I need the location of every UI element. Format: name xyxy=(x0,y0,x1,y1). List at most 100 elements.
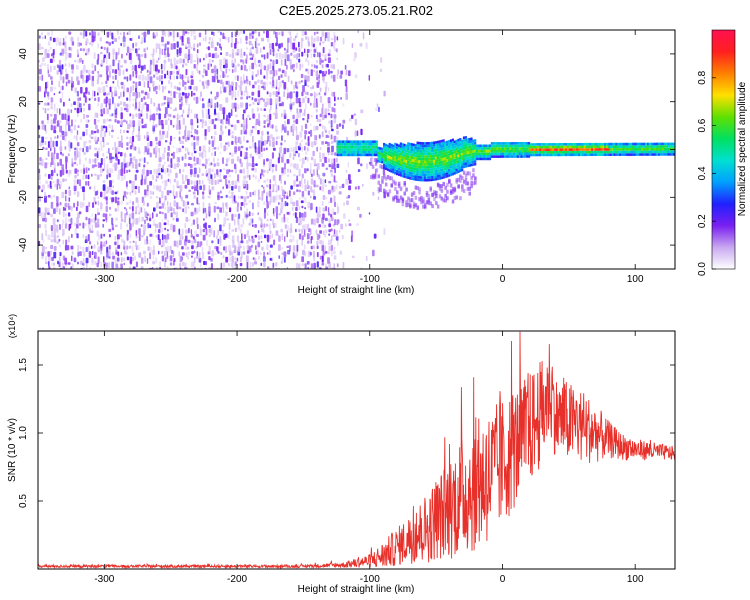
spectrogram-band-cell xyxy=(533,151,536,154)
spectrogram-cell xyxy=(327,201,331,204)
spectrogram-cell xyxy=(214,70,217,78)
spectrogram-cell xyxy=(155,90,158,95)
spectrogram-cell xyxy=(56,202,59,207)
spectrogram-cell xyxy=(205,228,208,236)
spectrogram-cell xyxy=(275,52,279,58)
spectrogram-cell xyxy=(178,81,181,86)
spectrogram-band-cell xyxy=(461,152,464,156)
spectrogram-band-cell xyxy=(399,147,402,151)
spectrogram-cell xyxy=(51,158,54,165)
spectrogram-cell xyxy=(263,174,265,177)
spectrogram-band-cell xyxy=(457,146,460,150)
spectrogram-cell xyxy=(207,79,210,86)
spectrogram-cell xyxy=(230,109,233,117)
spectrogram-cell xyxy=(182,208,184,213)
spectrogram-band-cell xyxy=(405,168,408,171)
spectrogram-cell xyxy=(182,79,185,87)
spectrogram-cell xyxy=(281,167,284,174)
spectrogram-cell xyxy=(309,48,312,53)
spectrogram-band-cell xyxy=(423,168,427,171)
spectrogram-cell xyxy=(158,250,160,255)
x-tick-label: -100 xyxy=(360,574,380,585)
spectrogram-cell xyxy=(286,230,288,238)
spectrogram-cell xyxy=(147,246,150,251)
spectrogram-band-cell xyxy=(518,155,521,158)
spectrogram-cell xyxy=(158,140,161,146)
spectrogram-cell xyxy=(103,54,106,59)
spectrogram-cell xyxy=(45,157,48,160)
spectrogram-cell xyxy=(231,102,235,109)
spectrogram-cell xyxy=(245,58,248,64)
spectrogram-cell xyxy=(56,173,58,177)
spectrogram-cell xyxy=(152,250,155,256)
spectrogram-cell xyxy=(61,64,64,70)
spectrogram-band-cell xyxy=(436,164,440,167)
spectrogram-band-cell xyxy=(477,152,480,155)
spectrogram-band-cell xyxy=(438,166,441,170)
spectrogram-cell xyxy=(360,128,363,136)
spectrogram-cell xyxy=(217,79,220,83)
spectrogram-cell xyxy=(201,81,205,86)
spectrogram-band-cell xyxy=(594,148,597,151)
spectrogram-band-cell xyxy=(461,168,464,172)
spectrogram-cell xyxy=(62,206,65,211)
spectrogram-band-cell xyxy=(422,178,425,182)
spectrogram-cell xyxy=(272,213,276,217)
spectrogram-band-cell xyxy=(602,150,605,154)
spectrogram-cell xyxy=(315,93,318,97)
spectrogram-band-cell xyxy=(418,162,421,166)
spectrogram-cell xyxy=(260,79,263,85)
spectrogram-band-cell xyxy=(542,143,545,146)
spectrogram-band-cell xyxy=(345,153,349,157)
spectrogram-cell xyxy=(281,186,283,192)
spectrogram-cell xyxy=(53,194,56,198)
spectrogram-cell xyxy=(120,234,122,238)
spectrogram-band-cell xyxy=(665,145,668,148)
spectrogram-cell xyxy=(115,156,119,161)
spectrogram-cell xyxy=(182,235,184,240)
spectrogram-band-cell xyxy=(596,150,599,154)
spectrogram-cell xyxy=(228,195,232,199)
spectrogram-cell xyxy=(214,102,216,110)
spectrogram-cell xyxy=(184,53,188,59)
spectrogram-cell xyxy=(193,86,197,91)
spectrogram-cell xyxy=(193,96,196,101)
spectrogram-cell xyxy=(242,251,246,255)
spectrogram-band-cell xyxy=(563,143,566,146)
spectrogram-cell xyxy=(263,139,266,146)
spectrogram-band-cell xyxy=(607,148,610,151)
spectrogram-cell xyxy=(120,65,123,68)
spectrogram-cell xyxy=(70,142,73,149)
spectrogram-cell xyxy=(202,228,205,233)
spectrogram-band-cell xyxy=(507,150,510,153)
spectrogram-cell xyxy=(348,174,351,181)
spectrogram-cell xyxy=(56,152,59,160)
spectrogram-cell xyxy=(182,30,186,36)
spectrogram-cell xyxy=(319,70,322,74)
spectrogram-band-cell xyxy=(576,148,579,151)
spectrogram-cell xyxy=(132,81,135,84)
spectrogram-cell xyxy=(59,108,61,115)
spectrogram-band-cell xyxy=(375,145,378,149)
spectrogram-cell xyxy=(172,217,175,221)
spectrogram-band-cell xyxy=(390,164,393,168)
spectrogram-cell xyxy=(173,200,176,207)
spectrogram-cell xyxy=(132,266,136,269)
spectrogram-band-cell xyxy=(557,150,560,154)
spectrogram-band-cell xyxy=(399,160,402,164)
spectrogram-band-cell xyxy=(342,143,345,146)
spectrogram-band-cell xyxy=(628,148,631,151)
spectrogram-cell xyxy=(260,145,263,152)
spectrogram-cell xyxy=(328,233,331,236)
spectrogram-cell xyxy=(99,140,102,146)
spectrogram-cell xyxy=(194,266,196,269)
spectrogram-cell xyxy=(181,92,185,96)
spectrogram-cell xyxy=(103,98,106,104)
spectrogram-cell xyxy=(217,112,220,119)
spectrogram-cell xyxy=(184,75,187,79)
spectrogram-cell xyxy=(47,102,50,106)
spectrogram-cell xyxy=(231,81,234,87)
spectrogram-band-cell xyxy=(498,155,501,158)
spectrogram-cell xyxy=(108,256,111,259)
spectrogram-band-cell xyxy=(435,177,438,181)
